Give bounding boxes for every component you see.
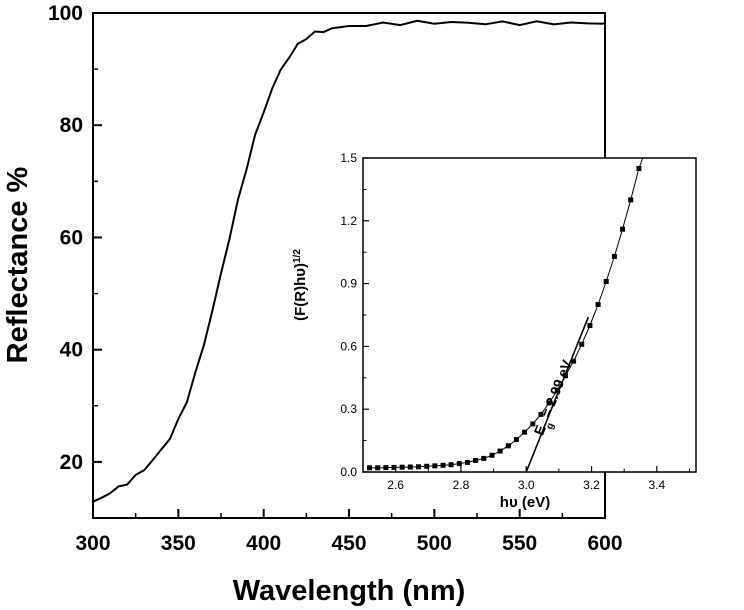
- inset-data-point: [538, 411, 544, 417]
- inset-y-axis-title-main: (F(R)hυ): [292, 263, 309, 321]
- inset-x-tick-label: 3.2: [583, 478, 600, 492]
- inset-data-point: [440, 462, 446, 468]
- inset-data-point: [546, 400, 552, 406]
- main-y-tick-label: 40: [60, 339, 83, 362]
- inset-data-point: [603, 279, 609, 284]
- main-x-tick-label: 350: [161, 532, 196, 555]
- main-x-tick-label: 600: [587, 532, 622, 555]
- inset-markers: [367, 166, 642, 471]
- inset-data-point: [448, 462, 454, 468]
- inset-x-ticks: 2.6 2.8 3.0 3.2 3.4: [362, 466, 690, 492]
- inset-y-tick-label: 0.0: [340, 465, 357, 479]
- inset-y-tick-label: 1.2: [340, 214, 357, 228]
- main-chart: 300 350 400 450 500 550 600 20 40 60 80 100 Wavele…: [2, 2, 623, 607]
- inset-y-axis-title-sup: 1/2: [292, 249, 303, 263]
- main-y-ticks: 20 40 60 80 100: [48, 2, 102, 519]
- inset-data-point: [611, 253, 617, 259]
- main-y-tick-label: 60: [60, 226, 83, 249]
- inset-y-tick-label: 1.5: [340, 151, 357, 165]
- inset-x-tick-label: 3.4: [648, 478, 665, 492]
- inset-data-point: [513, 437, 519, 443]
- main-x-tick-label: 500: [417, 532, 452, 555]
- inset-x-axis-title: hυ (eV): [500, 494, 550, 511]
- inset-data-point: [628, 197, 634, 203]
- inset-data-point: [424, 463, 430, 469]
- main-x-tick-label: 300: [75, 532, 110, 555]
- main-x-tick-label: 550: [502, 532, 537, 555]
- inset-data-point: [375, 465, 381, 471]
- inset-chart: 2.6 2.8 3.0 3.2 3.4 0.00.30.60.91.21.5 Eg = …: [292, 151, 697, 511]
- inset-data-point: [481, 455, 487, 461]
- inset-data-point: [416, 464, 421, 470]
- eg-subscript: g: [544, 421, 556, 431]
- inset-y-tick-label: 0.9: [340, 277, 357, 291]
- inset-data-point: [391, 464, 397, 470]
- inset-data-point: [636, 166, 642, 171]
- inset-data-point: [432, 463, 438, 469]
- inset-data-point: [571, 358, 577, 364]
- inset-x-tick-label: 2.6: [387, 478, 404, 492]
- inset-data-point: [367, 465, 372, 471]
- main-x-tick-label: 450: [331, 532, 366, 555]
- inset-data-point: [620, 226, 625, 232]
- inset-x-tick-label: 3.0: [518, 478, 535, 492]
- inset-data-point: [579, 341, 585, 347]
- main-x-tick-label: 400: [246, 532, 281, 555]
- main-y-tick-label: 80: [60, 114, 83, 137]
- inset-data-point: [530, 421, 536, 427]
- inset-data-point: [383, 465, 389, 471]
- inset-data-point: [505, 443, 511, 449]
- inset-data-point: [522, 429, 528, 435]
- inset-x-tick-label: 2.8: [453, 478, 470, 492]
- inset-data-point: [473, 458, 479, 463]
- main-x-axis-title: Wavelength (nm): [233, 575, 466, 607]
- inset-data-point: [465, 459, 470, 465]
- inset-data-point: [595, 302, 601, 307]
- inset-data-point: [497, 448, 503, 454]
- tangent-line: [525, 316, 590, 473]
- inset-y-axis-title: (F(R)hυ)1/2: [292, 249, 310, 321]
- inset-data-point: [399, 464, 405, 470]
- inset-data-point: [407, 464, 413, 470]
- main-x-ticks: 300 350 400 450 500 550 600: [75, 509, 623, 555]
- inset-data-point: [456, 461, 462, 467]
- inset-plot-frame: [362, 157, 697, 473]
- inset-y-ticks: 0.0 0.3 0.6 0.9 1.2 1.5: [340, 151, 369, 479]
- inset-y-tick-label: 0.6: [340, 339, 357, 353]
- reflectance-line: [92, 19, 606, 503]
- inset-data-point: [554, 387, 560, 393]
- main-y-tick-label: 100: [48, 2, 83, 25]
- inset-data-point: [587, 323, 593, 328]
- main-y-axis-title: Reflectance %: [2, 166, 34, 363]
- main-y-tick-label: 20: [60, 451, 83, 474]
- inset-data-point: [489, 452, 495, 458]
- inset-y-tick-label: 0.3: [340, 402, 357, 416]
